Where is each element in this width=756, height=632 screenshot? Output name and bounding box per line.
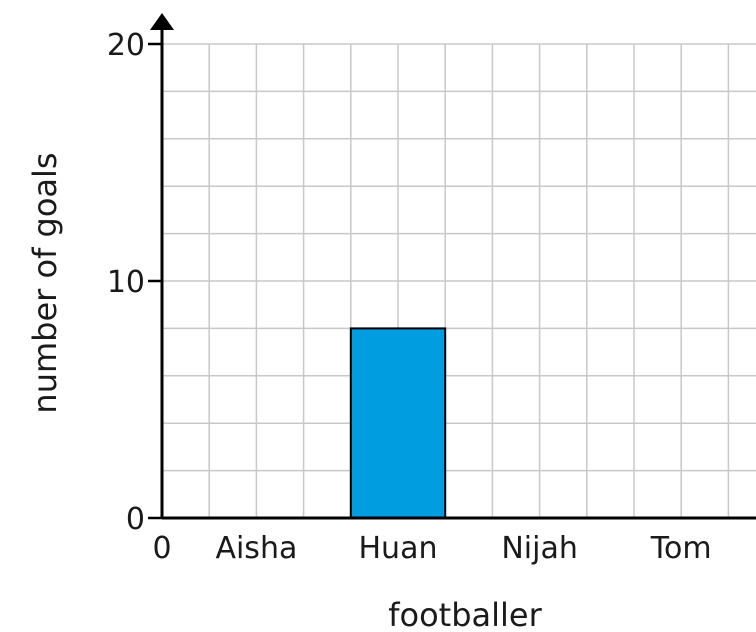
x-labels: 0 Aisha Huan Nijah Tom <box>152 531 711 566</box>
x-category-label: Aisha <box>215 531 297 566</box>
grid <box>162 43 756 518</box>
axes <box>150 13 756 520</box>
bar-huan <box>349 327 447 519</box>
x-category-label: Nijah <box>501 531 578 566</box>
y-ticks: 0 10 20 <box>107 28 162 537</box>
bars <box>349 327 447 519</box>
y-axis-title: number of goals <box>26 152 64 413</box>
y-tick-label: 0 <box>126 502 145 537</box>
x-origin-label: 0 <box>152 531 171 566</box>
x-category-label: Huan <box>359 531 438 566</box>
x-axis-title: footballer <box>388 596 542 632</box>
x-category-label: Tom <box>650 531 712 566</box>
y-axis-arrowhead <box>150 13 174 30</box>
y-tick-label: 10 <box>107 265 145 300</box>
y-tick-label: 20 <box>107 28 145 63</box>
